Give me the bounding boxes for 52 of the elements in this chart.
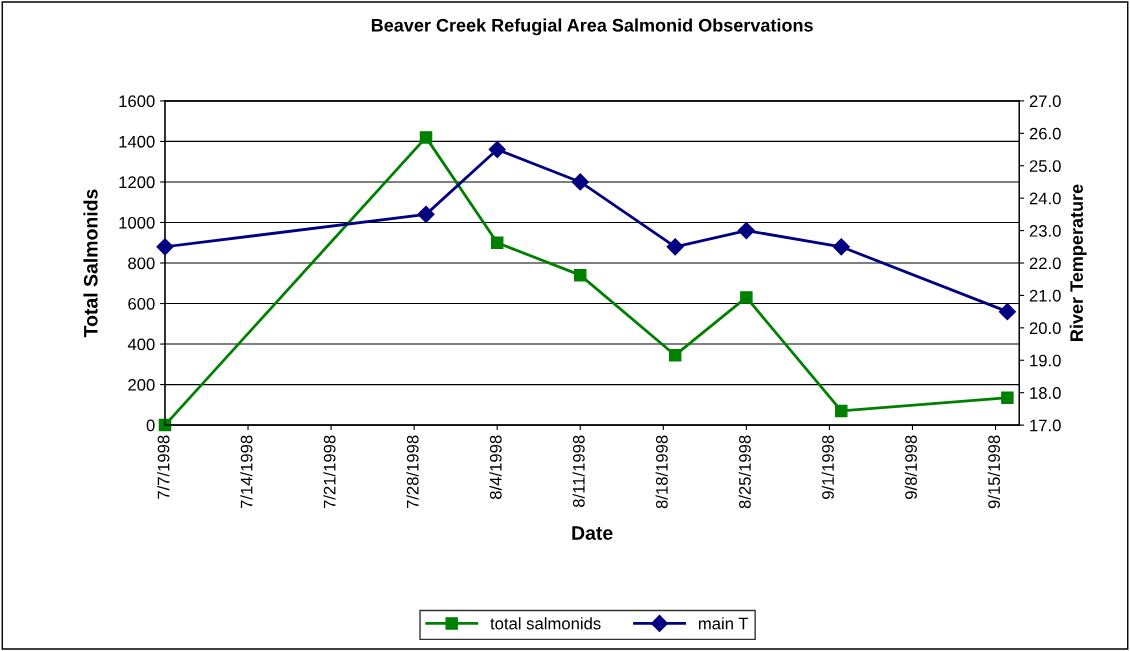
y2-tick-label: 20.0: [1029, 322, 1061, 335]
point: [737, 222, 755, 240]
x-tick-label: 7/14/1998: [240, 435, 253, 509]
point: [835, 404, 848, 418]
x-tick-label: 9/1/1998: [821, 435, 834, 499]
y2-tick-label: 19.0: [1030, 354, 1061, 367]
y-tick-label: 800: [128, 257, 155, 270]
point: [666, 238, 684, 256]
y-tick-label: 600: [128, 297, 155, 310]
y2-tick-label: 17.0: [1030, 419, 1061, 432]
point: [740, 291, 753, 304]
point: [668, 348, 682, 362]
y2-tick-label: 25.0: [1029, 160, 1061, 172]
point: [571, 173, 589, 191]
x-tick-label: 7/21/1998: [323, 435, 336, 509]
legend-label: total salmonids: [490, 617, 601, 630]
point: [156, 238, 174, 256]
y2-tick-label: 22.0: [1029, 257, 1061, 270]
point: [574, 268, 587, 282]
point: [419, 131, 433, 144]
y-tick-label: 1200: [119, 176, 155, 189]
legend-label: main T: [698, 617, 749, 630]
y-axis-title: Total Salmonids: [83, 189, 98, 338]
y2-tick-label: 23.0: [1029, 224, 1061, 237]
y-tick-label: 1000: [119, 216, 155, 229]
y2-tick-label: 27.0: [1029, 95, 1061, 108]
chart-title: Beaver Creek Refugial Area Salmonid Observations: [371, 18, 813, 36]
y-tick-label: 0: [146, 419, 155, 432]
y2-axis-title: River Temperature: [1069, 184, 1087, 341]
x-axis-title: Date: [572, 526, 613, 540]
y2-tick-label: 24.0: [1029, 192, 1061, 205]
x-tick-label: 8/18/1998: [655, 435, 668, 509]
x-tick-label: 7/7/1998: [157, 435, 170, 499]
y2-tick-label: 18.0: [1030, 387, 1061, 399]
point: [1001, 391, 1014, 404]
x-tick-label: 9/15/1998: [987, 435, 1000, 509]
point: [832, 238, 850, 256]
x-tick-label: 8/11/1998: [572, 435, 585, 508]
y2-tick-label: 26.0: [1029, 127, 1061, 140]
x-tick-label: 8/25/1998: [738, 435, 751, 509]
x-tick-label: 9/8/1998: [904, 435, 917, 499]
point: [488, 140, 506, 159]
y-tick-label: 400: [127, 338, 155, 351]
x-tick-label: 8/4/1998: [489, 435, 502, 499]
y2-tick-label: 21.0: [1029, 289, 1061, 302]
x-tick-label: 7/28/1998: [406, 435, 419, 509]
point: [417, 205, 435, 223]
point: [490, 236, 504, 249]
y-tick-label: 200: [128, 378, 155, 391]
y-tick-label: 1600: [119, 95, 155, 108]
y-tick-label: 1400: [119, 135, 155, 148]
point: [998, 303, 1016, 321]
